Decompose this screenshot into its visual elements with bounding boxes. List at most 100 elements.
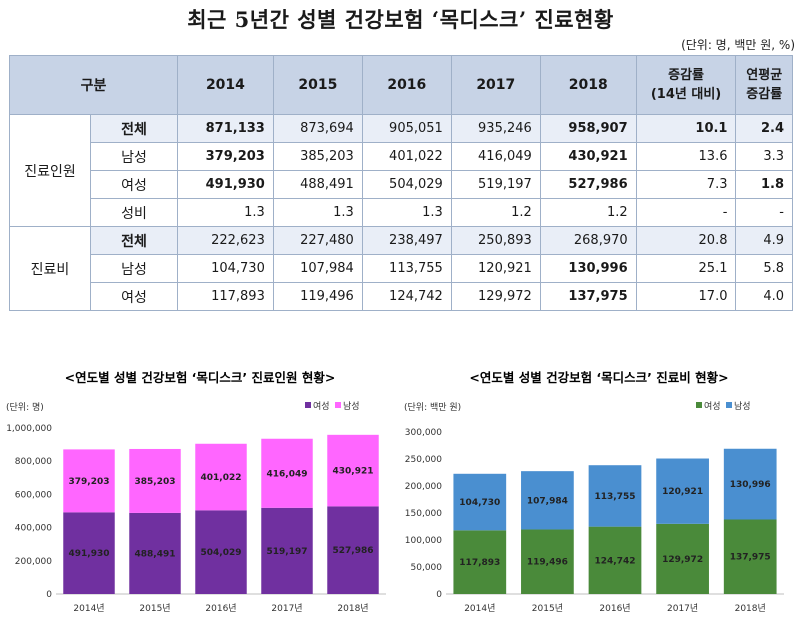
legend-swatch <box>696 402 702 408</box>
data-label: 430,921 <box>333 467 374 477</box>
table-cell: 120,921 <box>450 254 541 283</box>
y-tick-label: 400,000 <box>15 524 52 534</box>
bar-segment-여성 <box>129 512 181 594</box>
y-unit-label: (단위: 명) <box>6 402 44 413</box>
data-label: 137,975 <box>730 553 771 563</box>
bar-segment-여성 <box>521 529 574 594</box>
table-cell: 13.6 <box>635 142 737 171</box>
table-cell: 117,893 <box>177 282 274 311</box>
table-cell: 905,051 <box>361 114 452 143</box>
header-change-line1: 증감률 <box>668 68 704 83</box>
table-cell: 119,496 <box>272 282 363 311</box>
table-row: 진료인원 전체 871,133 873,694 905,051 935,246 958,90… <box>9 114 793 227</box>
header-category: 구분 <box>9 55 178 115</box>
table-cell: 5.8 <box>735 254 793 283</box>
page-title: 최근 5년간 성별 건강보험 ‘목디스크’ 진료현황 <box>187 7 614 32</box>
row-label: 남성 <box>90 142 178 171</box>
header-change-rate: 증감률 (14년 대비) <box>635 55 737 115</box>
y-tick-label: 250,000 <box>405 455 442 465</box>
bar-segment-남성 <box>521 471 574 530</box>
bar-segment-남성 <box>129 448 181 513</box>
row-label: 여성 <box>90 282 178 311</box>
bar-segment-여성 <box>723 519 777 594</box>
header-cagr-line2: 증감률 <box>746 87 783 102</box>
table-cell: 17.0 <box>635 282 737 311</box>
table-cell: 401,022 <box>361 142 452 171</box>
data-label: 527,986 <box>333 546 374 556</box>
table-cell: 504,029 <box>361 170 452 199</box>
group-label: 진료인원 <box>9 114 91 227</box>
table-cell: 10.1 <box>635 114 737 143</box>
table-cell: 4.9 <box>735 226 793 255</box>
bar-segment-여성 <box>195 510 247 594</box>
table-cell: 871,133 <box>177 114 274 143</box>
bar-segment-남성 <box>656 458 709 524</box>
table-cell: 1.2 <box>450 198 541 227</box>
y-tick-label: 800,000 <box>15 457 52 467</box>
data-label: 401,022 <box>201 473 242 483</box>
table-header-row: 구분 2014 2015 2016 2017 2018 증감률 (14년 대비)… <box>9 55 793 115</box>
y-tick-label: 0 <box>436 590 442 600</box>
y-tick-label: 200,000 <box>405 482 442 492</box>
y-tick-label: 300,000 <box>405 428 442 438</box>
x-tick-label: 2014년 <box>73 603 104 614</box>
table-cell: 873,694 <box>272 114 363 143</box>
table-row: 남성 379,203 385,203 401,022 416,049 430,921 13.… <box>10 142 793 171</box>
table-cell: 385,203 <box>272 142 363 171</box>
table-cell: 113,755 <box>361 254 452 283</box>
header-year-2016: 2016 <box>361 55 452 115</box>
data-label: 488,491 <box>135 549 176 559</box>
table-cell: 4.0 <box>735 282 793 311</box>
y-tick-label: 0 <box>46 590 52 600</box>
header-cagr-line1: 연평균 <box>746 68 783 83</box>
data-label: 113,755 <box>595 492 636 502</box>
y-tick-label: 100,000 <box>405 536 442 546</box>
row-label: 전체 <box>90 226 178 255</box>
x-tick-label: 2017년 <box>271 603 302 614</box>
table-cell: 20.8 <box>635 226 737 255</box>
table-cell: 2.4 <box>735 114 793 143</box>
bar-segment-남성 <box>453 473 507 531</box>
bar-segment-여성 <box>63 512 115 594</box>
table-row: 성비 1.3 1.3 1.3 1.2 1.2- - <box>10 198 793 227</box>
x-tick-label: 2015년 <box>532 603 563 614</box>
x-tick-label: 2017년 <box>667 603 698 614</box>
y-tick-label: 600,000 <box>15 490 52 500</box>
table-cell: 129,972 <box>450 282 541 311</box>
bar-segment-남성 <box>261 438 313 508</box>
table-row: 여성 491,930 488,491 504,029 519,197 527,986 7.3… <box>10 170 793 199</box>
chart-title: <연도별 성별 건강보험 ‘목디스크’ 진료비 현황> <box>469 370 728 385</box>
chart-title: <연도별 성별 건강보험 ‘목디스크’ 진료인원 현황> <box>65 370 336 385</box>
data-label: 519,197 <box>267 547 308 557</box>
bar-segment-남성 <box>588 465 642 527</box>
data-label: 107,984 <box>527 496 568 506</box>
legend-swatch <box>335 402 341 408</box>
table-cell: 1.3 <box>177 198 274 227</box>
data-label: 120,921 <box>662 487 703 497</box>
data-label: 119,496 <box>527 558 568 568</box>
table-cell: 379,203 <box>177 142 274 171</box>
data-label: 104,730 <box>459 498 500 508</box>
data-label: 129,972 <box>662 555 703 565</box>
table-row: 남성 104,730 107,984 113,755 120,921 130,996 25.… <box>10 254 793 283</box>
table-cell: 137,975 <box>539 282 637 311</box>
data-label: 416,049 <box>267 469 308 479</box>
bar-segment-남성 <box>195 443 247 511</box>
header-change-line2: (14년 대비) <box>650 87 722 102</box>
patients-stacked-bar-chart: <연도별 성별 건강보험 ‘목디스크’ 진료인원 현황> (단위: 명) 여성 남성 0… <box>6 370 386 614</box>
table-cell: 527,986 <box>539 170 637 199</box>
header-year-2017: 2017 <box>450 55 541 115</box>
y-tick-label: 1,000,000 <box>6 424 52 434</box>
table-cell: 1.2 <box>539 198 637 227</box>
table-row: 진료비 전체 222,623 227,480 238,497 250,893 268,970… <box>9 226 793 311</box>
table-cell: 1.3 <box>272 198 363 227</box>
table-body: 진료인원 전체 871,133 873,694 905,051 935,246 958,90… <box>9 114 793 311</box>
row-label: 남성 <box>90 254 178 283</box>
table-cell: - <box>635 198 737 227</box>
bar-segment-남성 <box>723 448 777 520</box>
table-cell: 491,930 <box>177 170 274 199</box>
legend-swatch <box>726 402 732 408</box>
legend-label: 남성 <box>734 401 751 412</box>
data-label: 504,029 <box>201 548 242 558</box>
bar-segment-남성 <box>327 434 379 507</box>
